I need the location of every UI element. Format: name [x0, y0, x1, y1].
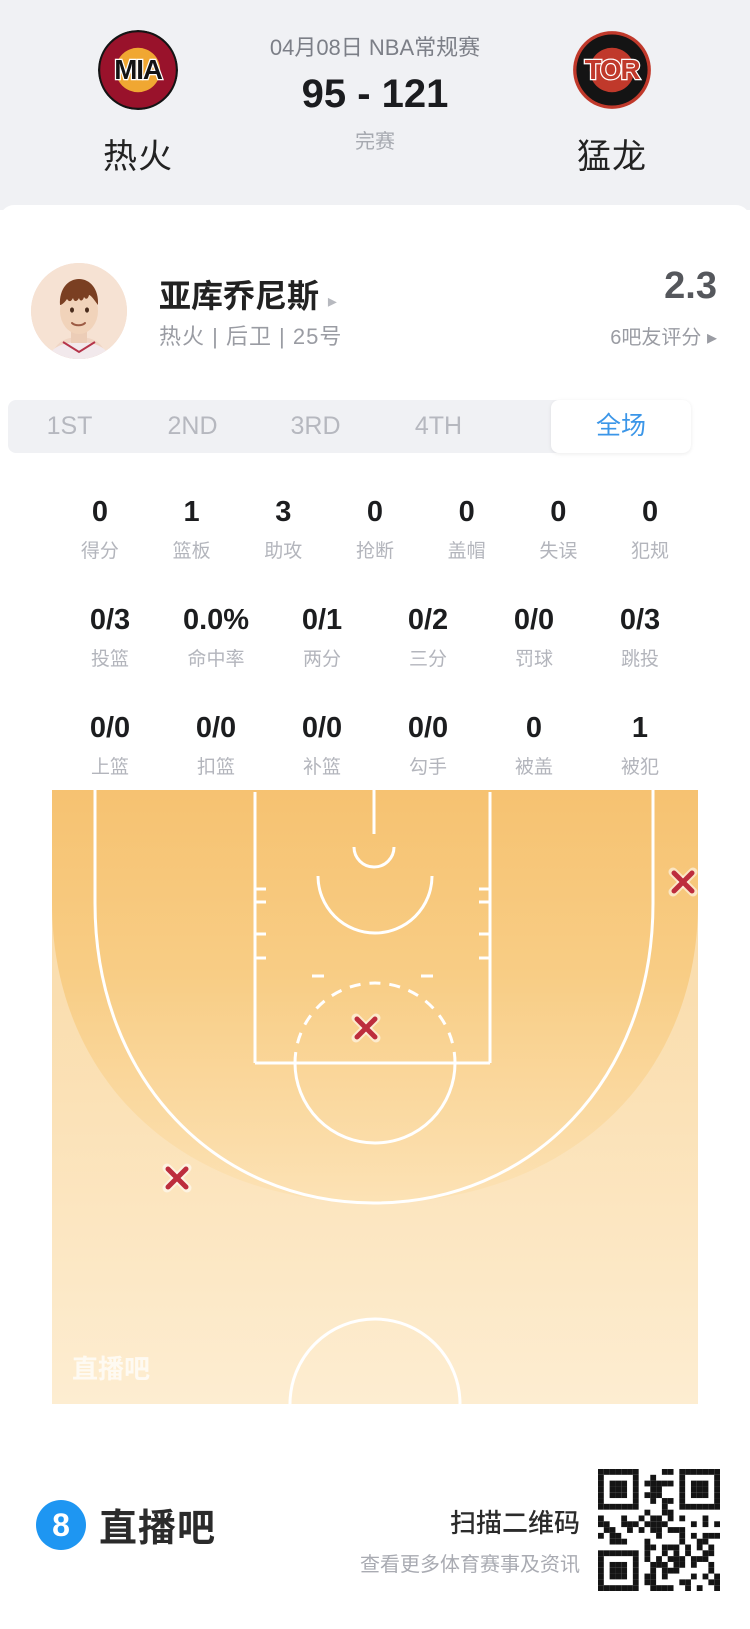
svg-text:MIA: MIA [114, 54, 163, 85]
svg-text:TOR: TOR [585, 54, 641, 85]
svg-text:8: 8 [52, 1507, 70, 1543]
svg-text:直播吧: 直播吧 [72, 1349, 150, 1386]
